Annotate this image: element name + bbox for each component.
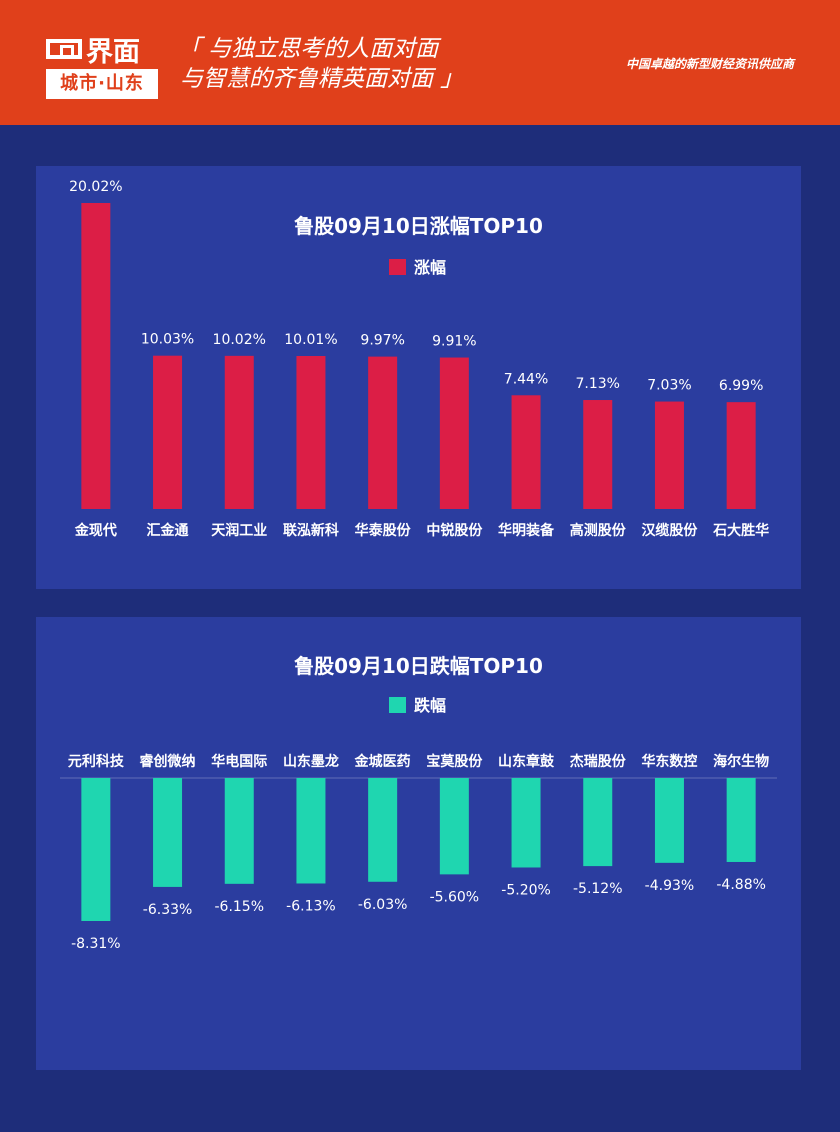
category-label: 华电国际	[211, 753, 267, 770]
category-label: 联泓新科	[283, 522, 339, 539]
data-label: -5.20%	[501, 882, 551, 898]
category-label: 华东数控	[641, 753, 697, 770]
category-label: 华明装备	[498, 522, 555, 539]
gain-chart: 鲁股09月10日涨幅TOP10 涨幅 20.02% 金现代 10.03% 汇金通 10.02…	[69, 179, 769, 539]
bar	[296, 356, 326, 509]
category-label: 睿创微纳	[139, 753, 196, 770]
legend-label: 跌幅	[414, 696, 446, 715]
category-label: 高测股份	[570, 522, 627, 539]
bar	[726, 402, 756, 509]
data-label: -6.15%	[214, 899, 264, 915]
data-label: -6.13%	[286, 898, 336, 914]
bar	[439, 357, 469, 509]
category-label: 海尔生物	[713, 753, 769, 770]
bar	[511, 395, 541, 509]
loss-chart-panel: 鲁股09月10日跌幅TOP10 跌幅 -8.31% 元利科技 -6.33% 睿创微纳 -6.…	[36, 617, 801, 1070]
slogan: 「 与独立思考的人面对面 与智慧的齐鲁精英面对面 」	[178, 34, 463, 94]
data-label: 10.02%	[213, 332, 266, 348]
gain-chart-panel: 鲁股09月10日涨幅TOP10 涨幅 20.02% 金现代 10.03% 汇金通 10.02…	[36, 166, 801, 589]
bar	[368, 356, 398, 509]
bar	[153, 355, 183, 509]
category-label: 金现代	[74, 522, 117, 539]
category-label: 山东墨龙	[283, 753, 339, 770]
category-label: 杰瑞股份	[570, 753, 627, 770]
bar	[511, 778, 541, 868]
data-label: 7.44%	[504, 371, 548, 387]
data-label: 9.97%	[360, 333, 404, 349]
bar	[583, 778, 613, 867]
data-label: -5.12%	[573, 881, 623, 897]
category-label: 天润工业	[211, 522, 267, 539]
category-label: 元利科技	[68, 753, 125, 770]
bar	[654, 401, 684, 509]
bar	[726, 778, 756, 862]
data-label: -4.88%	[716, 877, 766, 893]
slogan-line-2: 与智慧的齐鲁精英面对面 」	[180, 66, 464, 92]
bar	[439, 778, 469, 875]
legend-swatch	[389, 259, 406, 275]
data-label: 6.99%	[719, 378, 763, 394]
bar	[583, 400, 613, 509]
category-label: 中锐股份	[426, 522, 483, 539]
logo-icon	[46, 39, 82, 59]
data-label: -6.03%	[358, 897, 408, 913]
bar	[224, 778, 254, 884]
data-label: 10.03%	[141, 332, 194, 348]
bar	[368, 778, 398, 882]
header-banner: 界面 城市·山东 「 与独立思考的人面对面 与智慧的齐鲁精英面对面 」 中国卓越…	[0, 0, 840, 125]
logo-subtitle: 城市·山东	[46, 69, 158, 99]
data-label: -6.33%	[143, 902, 193, 918]
data-label: -8.31%	[71, 936, 121, 952]
bar	[81, 203, 111, 509]
data-label: 9.91%	[432, 334, 476, 350]
category-label: 山东章鼓	[498, 753, 555, 770]
category-label: 汇金通	[147, 522, 189, 539]
data-label: 7.03%	[647, 378, 691, 394]
legend-label: 涨幅	[414, 258, 446, 277]
chart-title: 鲁股09月10日跌幅TOP10	[294, 654, 543, 678]
loss-chart: 鲁股09月10日跌幅TOP10 跌幅 -8.31% 元利科技 -6.33% 睿创微纳 -6.…	[60, 654, 777, 952]
data-label: 20.02%	[69, 179, 122, 195]
logo-title: 界面	[86, 36, 140, 68]
bar	[153, 778, 183, 887]
bar	[224, 355, 254, 509]
brand-logo: 界面 城市·山东	[46, 33, 158, 99]
category-label: 宝莫股份	[426, 753, 483, 770]
tagline: 中国卓越的新型财经资讯供应商	[625, 57, 794, 71]
category-label: 汉缆股份	[641, 522, 698, 539]
chart-title: 鲁股09月10日涨幅TOP10	[294, 214, 543, 238]
data-label: -5.60%	[430, 889, 480, 905]
category-label: 石大胜华	[712, 522, 769, 539]
category-label: 金城医药	[354, 753, 411, 770]
slogan-line-1: 「 与独立思考的人面对面	[178, 36, 439, 62]
bar	[296, 778, 326, 884]
data-label: 7.13%	[576, 376, 620, 392]
category-label: 华泰股份	[355, 522, 412, 539]
legend-swatch	[389, 697, 406, 713]
data-label: 10.01%	[284, 332, 337, 348]
bar	[654, 778, 684, 863]
data-label: -4.93%	[645, 878, 695, 894]
bar	[81, 778, 111, 921]
